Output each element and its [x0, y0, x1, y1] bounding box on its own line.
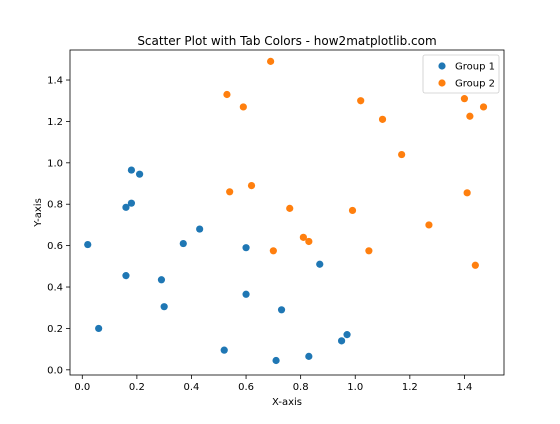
y-tick-label: 0.8	[47, 200, 63, 211]
scatter-point	[337, 337, 346, 345]
scatter-point	[272, 356, 280, 365]
y-axis-label: Y-axis	[33, 198, 44, 228]
x-axis-label: X-axis	[272, 397, 302, 408]
x-tick-label: 0.4	[184, 382, 200, 393]
scatter-point	[299, 233, 307, 241]
scatter-point	[305, 237, 313, 246]
y-tick-label: 0.4	[47, 283, 63, 294]
scatter-point	[479, 103, 488, 111]
y-tick-label: 1.2	[47, 117, 63, 128]
x-tick-label: 0.2	[129, 382, 145, 393]
x-tick-label: 0.0	[74, 382, 90, 393]
scatter-point	[160, 303, 168, 311]
legend: Group 1 Group 2	[422, 54, 500, 94]
y-tick-label: 0.2	[47, 324, 63, 335]
scatter-point	[357, 97, 365, 105]
scatter-point	[286, 204, 294, 212]
x-tick-label: 1.4	[456, 382, 472, 393]
x-tick-label: 1.2	[402, 382, 418, 393]
scatter-point	[239, 103, 247, 111]
scatter-point	[95, 324, 103, 333]
scatter-point	[277, 306, 286, 314]
scatter-point	[269, 247, 277, 255]
x-tick-label: 0.8	[293, 382, 309, 393]
scatter-point	[127, 166, 136, 174]
scatter-point	[343, 331, 351, 339]
points-layer	[84, 57, 488, 365]
scatter-point	[348, 206, 357, 215]
scatter-point	[471, 261, 479, 269]
scatter-point	[179, 239, 187, 248]
legend-label: Group 1	[455, 62, 495, 73]
scatter-point	[460, 95, 469, 103]
scatter-point	[220, 346, 228, 354]
y-tick-label: 0.0	[47, 365, 63, 376]
scatter-point	[242, 290, 250, 298]
scatter-point	[136, 170, 144, 178]
legend-marker	[438, 62, 446, 70]
y-tick-label: 0.6	[47, 241, 63, 252]
scatter-point	[122, 272, 130, 280]
x-tick-label: 1.0	[347, 382, 363, 393]
scatter-point	[122, 203, 130, 211]
scatter-point	[267, 57, 275, 65]
scatter-point	[84, 240, 92, 249]
scatter-point	[425, 221, 433, 229]
scatter-point	[463, 189, 471, 197]
y-tick-label: 1.0	[47, 158, 63, 169]
scatter-point	[127, 199, 136, 207]
scatter-point	[316, 260, 324, 268]
scatter-point	[378, 115, 387, 123]
scatter-point	[226, 188, 234, 196]
y-tick-label: 1.4	[47, 76, 63, 87]
plot-frame	[69, 49, 505, 376]
scatter-point	[157, 276, 166, 284]
scatter-point	[196, 225, 204, 233]
legend-label: Group 2	[455, 79, 495, 90]
y-ticks: 0.0 0.2 0.4 0.6 0.8 1.0 1.2 1.4	[47, 76, 70, 376]
scatter-point	[223, 90, 231, 99]
scatter-point	[305, 352, 313, 360]
scatter-point	[365, 247, 373, 255]
scatter-point	[247, 181, 256, 190]
scatter-point	[242, 244, 250, 252]
scatter-point	[398, 150, 406, 159]
scatter-point	[466, 112, 474, 120]
x-tick-label: 0.6	[238, 382, 254, 393]
x-ticks: 0.0 0.2 0.4 0.6 0.8 1.0 1.2 1.4	[74, 375, 472, 393]
chart-title: Scatter Plot with Tab Colors - how2matpl…	[137, 34, 436, 48]
legend-marker	[438, 79, 446, 87]
